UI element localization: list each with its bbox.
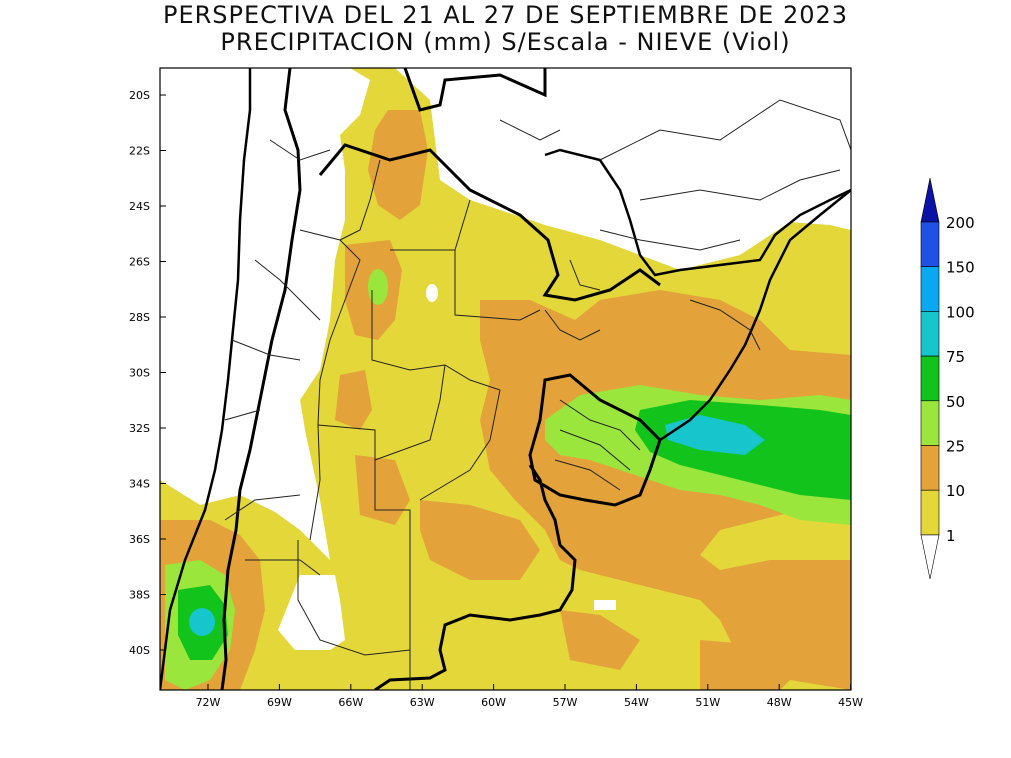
legend-label: 100	[946, 303, 975, 321]
color-legend: 200 150 100 75 50 25 10 1	[920, 177, 975, 579]
lat-label: 26S	[129, 256, 150, 269]
title-line-2: PRECIPITACION (mm) S/Escala - NIEVE (Vio…	[220, 28, 791, 56]
latitude-labels: 20S 22S 24S 26S 28S 30S 32S 34S 36S 38S 40S	[129, 89, 166, 657]
lat-label: 38S	[129, 589, 150, 602]
lon-label: 45W	[838, 696, 863, 709]
legend-label: 150	[946, 259, 975, 277]
longitude-labels: 72W 69W 66W 63W 60W 57W 54W 51W 48W 45W	[196, 684, 863, 709]
lat-label: 22S	[129, 145, 150, 158]
legend-label: 10	[946, 482, 965, 500]
legend-swatch-200plus	[920, 177, 940, 223]
legend-label: 25	[946, 438, 965, 456]
lat-label: 30S	[129, 367, 150, 380]
lon-label: 51W	[695, 696, 720, 709]
legend-swatch	[920, 445, 940, 491]
precipitation-field	[160, 68, 851, 690]
legend-label: 1	[946, 527, 956, 545]
map-title: PERSPECTIVA DEL 21 AL 27 DE SEPTIEMBRE D…	[0, 2, 1011, 56]
borders	[160, 68, 851, 690]
legend-swatch	[920, 221, 940, 268]
lat-label: 24S	[129, 200, 150, 213]
lat-label: 20S	[129, 89, 150, 102]
legend-swatch	[920, 400, 940, 446]
legend-label: 50	[946, 393, 965, 411]
legend-swatch-below1	[920, 534, 940, 579]
lon-label: 69W	[267, 696, 292, 709]
legend-swatch	[920, 355, 940, 402]
lon-label: 48W	[767, 696, 792, 709]
lon-label: 66W	[338, 696, 363, 709]
map-frame	[159, 67, 852, 691]
lat-label: 34S	[129, 478, 150, 491]
lon-label: 63W	[410, 696, 435, 709]
lon-label: 57W	[553, 696, 578, 709]
legend-swatch	[920, 266, 940, 312]
lat-label: 36S	[129, 533, 150, 546]
legend-label: 200	[946, 214, 975, 232]
legend-swatch	[920, 489, 940, 536]
lat-label: 28S	[129, 311, 150, 324]
legend-swatch	[920, 311, 940, 357]
lon-label: 60W	[481, 696, 506, 709]
legend-label: 75	[946, 348, 965, 366]
title-line-1: PERSPECTIVA DEL 21 AL 27 DE SEPTIEMBRE D…	[162, 1, 849, 29]
lat-label: 32S	[129, 422, 150, 435]
lon-label: 54W	[624, 696, 649, 709]
lat-label: 40S	[129, 644, 150, 657]
lon-label: 72W	[196, 696, 221, 709]
